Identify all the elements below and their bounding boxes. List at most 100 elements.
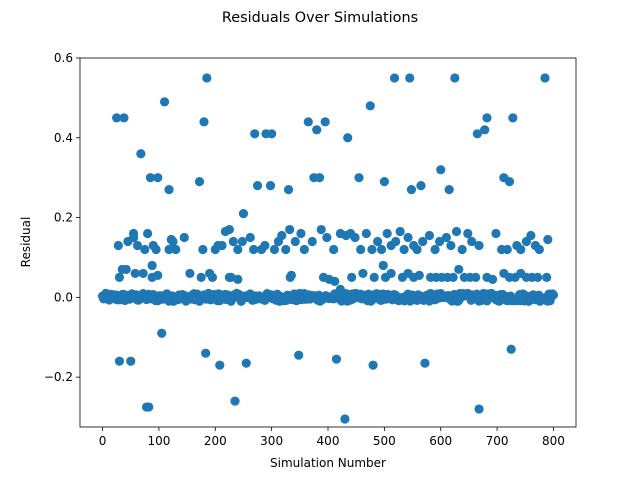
data-point: [290, 236, 300, 247]
data-point: [543, 234, 553, 245]
data-point-outlier: [164, 185, 174, 195]
data-point: [457, 244, 467, 255]
data-point: [435, 236, 445, 247]
data-point: [277, 230, 287, 241]
data-point-outlier: [389, 73, 400, 83]
data-point: [249, 244, 259, 255]
data-point-outlier: [472, 129, 482, 139]
data-point: [534, 244, 544, 255]
data-point: [140, 244, 150, 255]
data-point: [285, 224, 295, 235]
data-point-outlier: [354, 173, 364, 183]
data-point-outlier: [314, 173, 325, 183]
data-point-near-zero: [548, 290, 559, 300]
data-point-outlier: [368, 360, 378, 370]
data-point-outlier: [508, 113, 518, 123]
data-point-outlier: [267, 129, 277, 139]
data-point: [171, 244, 181, 255]
data-point-outlier: [252, 181, 263, 191]
data-point-outlier: [250, 129, 260, 139]
data-point-outlier: [226, 272, 236, 283]
data-points: [97, 73, 559, 424]
data-point-outlier: [153, 173, 163, 183]
data-point-outlier: [283, 185, 294, 195]
data-point: [207, 272, 218, 283]
data-point-outlier: [286, 270, 296, 281]
y-tick-label: −0.2: [44, 370, 73, 384]
chart-title: Residuals Over Simulations: [222, 10, 418, 26]
data-point-outlier: [238, 208, 249, 219]
data-point-outlier: [168, 236, 178, 247]
data-point: [412, 244, 422, 255]
data-point: [281, 244, 291, 255]
data-point: [224, 224, 234, 235]
data-point: [113, 240, 123, 251]
data-point-outlier: [294, 350, 304, 360]
data-point-outlier: [194, 177, 205, 187]
data-point: [430, 244, 440, 255]
data-point-outlier: [126, 356, 136, 366]
data-point-outlier: [540, 73, 550, 83]
x-tick-label: 600: [429, 434, 452, 448]
data-point: [356, 244, 366, 255]
data-point: [196, 272, 206, 283]
data-point-outlier: [230, 396, 240, 406]
data-point: [350, 232, 360, 243]
x-tick-label: 100: [147, 434, 170, 448]
data-point: [391, 236, 401, 247]
y-axis-ticks: −0.2 0.0 0.2 0.4 0.6: [44, 51, 80, 384]
y-axis-label: Residual: [19, 217, 33, 268]
data-point-outlier: [114, 356, 125, 366]
data-point: [269, 244, 280, 255]
data-point-outlier: [241, 358, 251, 368]
data-point: [330, 276, 340, 286]
data-point: [395, 226, 405, 237]
data-point: [185, 268, 195, 279]
data-point-outlier: [335, 284, 345, 294]
data-point-outlier: [265, 181, 276, 191]
data-point-outlier: [436, 165, 446, 175]
data-point: [228, 236, 238, 247]
data-point-outlier: [199, 117, 209, 127]
data-point: [322, 232, 332, 243]
y-tick-label: 0.0: [54, 290, 73, 304]
data-point: [474, 240, 484, 251]
data-point: [361, 228, 371, 239]
data-point: [463, 228, 473, 239]
data-point-outlier: [215, 360, 225, 370]
data-point-outlier: [340, 414, 350, 424]
data-point-outlier: [201, 348, 211, 358]
data-point-outlier: [416, 181, 426, 191]
x-tick-label: 200: [204, 434, 227, 448]
data-point-outlier: [119, 113, 129, 123]
data-point-outlier: [312, 125, 322, 135]
data-point-outlier: [331, 354, 342, 364]
data-point: [347, 272, 357, 283]
data-point-outlier: [450, 73, 460, 83]
data-point-outlier: [136, 149, 146, 159]
data-point: [138, 268, 148, 279]
data-point-outlier: [147, 260, 157, 271]
data-point: [454, 264, 464, 275]
y-tick-label: 0.6: [54, 51, 73, 65]
x-axis-label: Simulation Number: [270, 456, 386, 470]
data-point-outlier: [179, 232, 189, 243]
data-point-outlier: [343, 133, 353, 143]
data-point: [502, 244, 512, 255]
data-point: [403, 232, 413, 243]
data-point: [373, 236, 383, 247]
data-point-outlier: [157, 328, 167, 338]
data-point: [132, 240, 143, 251]
data-point: [316, 224, 326, 235]
data-point-outlier: [159, 97, 170, 107]
data-point-outlier: [320, 117, 330, 127]
data-point: [382, 228, 392, 239]
data-point-outlier: [474, 404, 484, 414]
data-point: [143, 228, 153, 239]
data-point: [487, 274, 498, 284]
data-point-outlier: [144, 402, 154, 412]
data-point: [467, 236, 477, 247]
data-point: [245, 232, 255, 243]
data-point: [233, 244, 243, 255]
data-point: [358, 268, 368, 279]
